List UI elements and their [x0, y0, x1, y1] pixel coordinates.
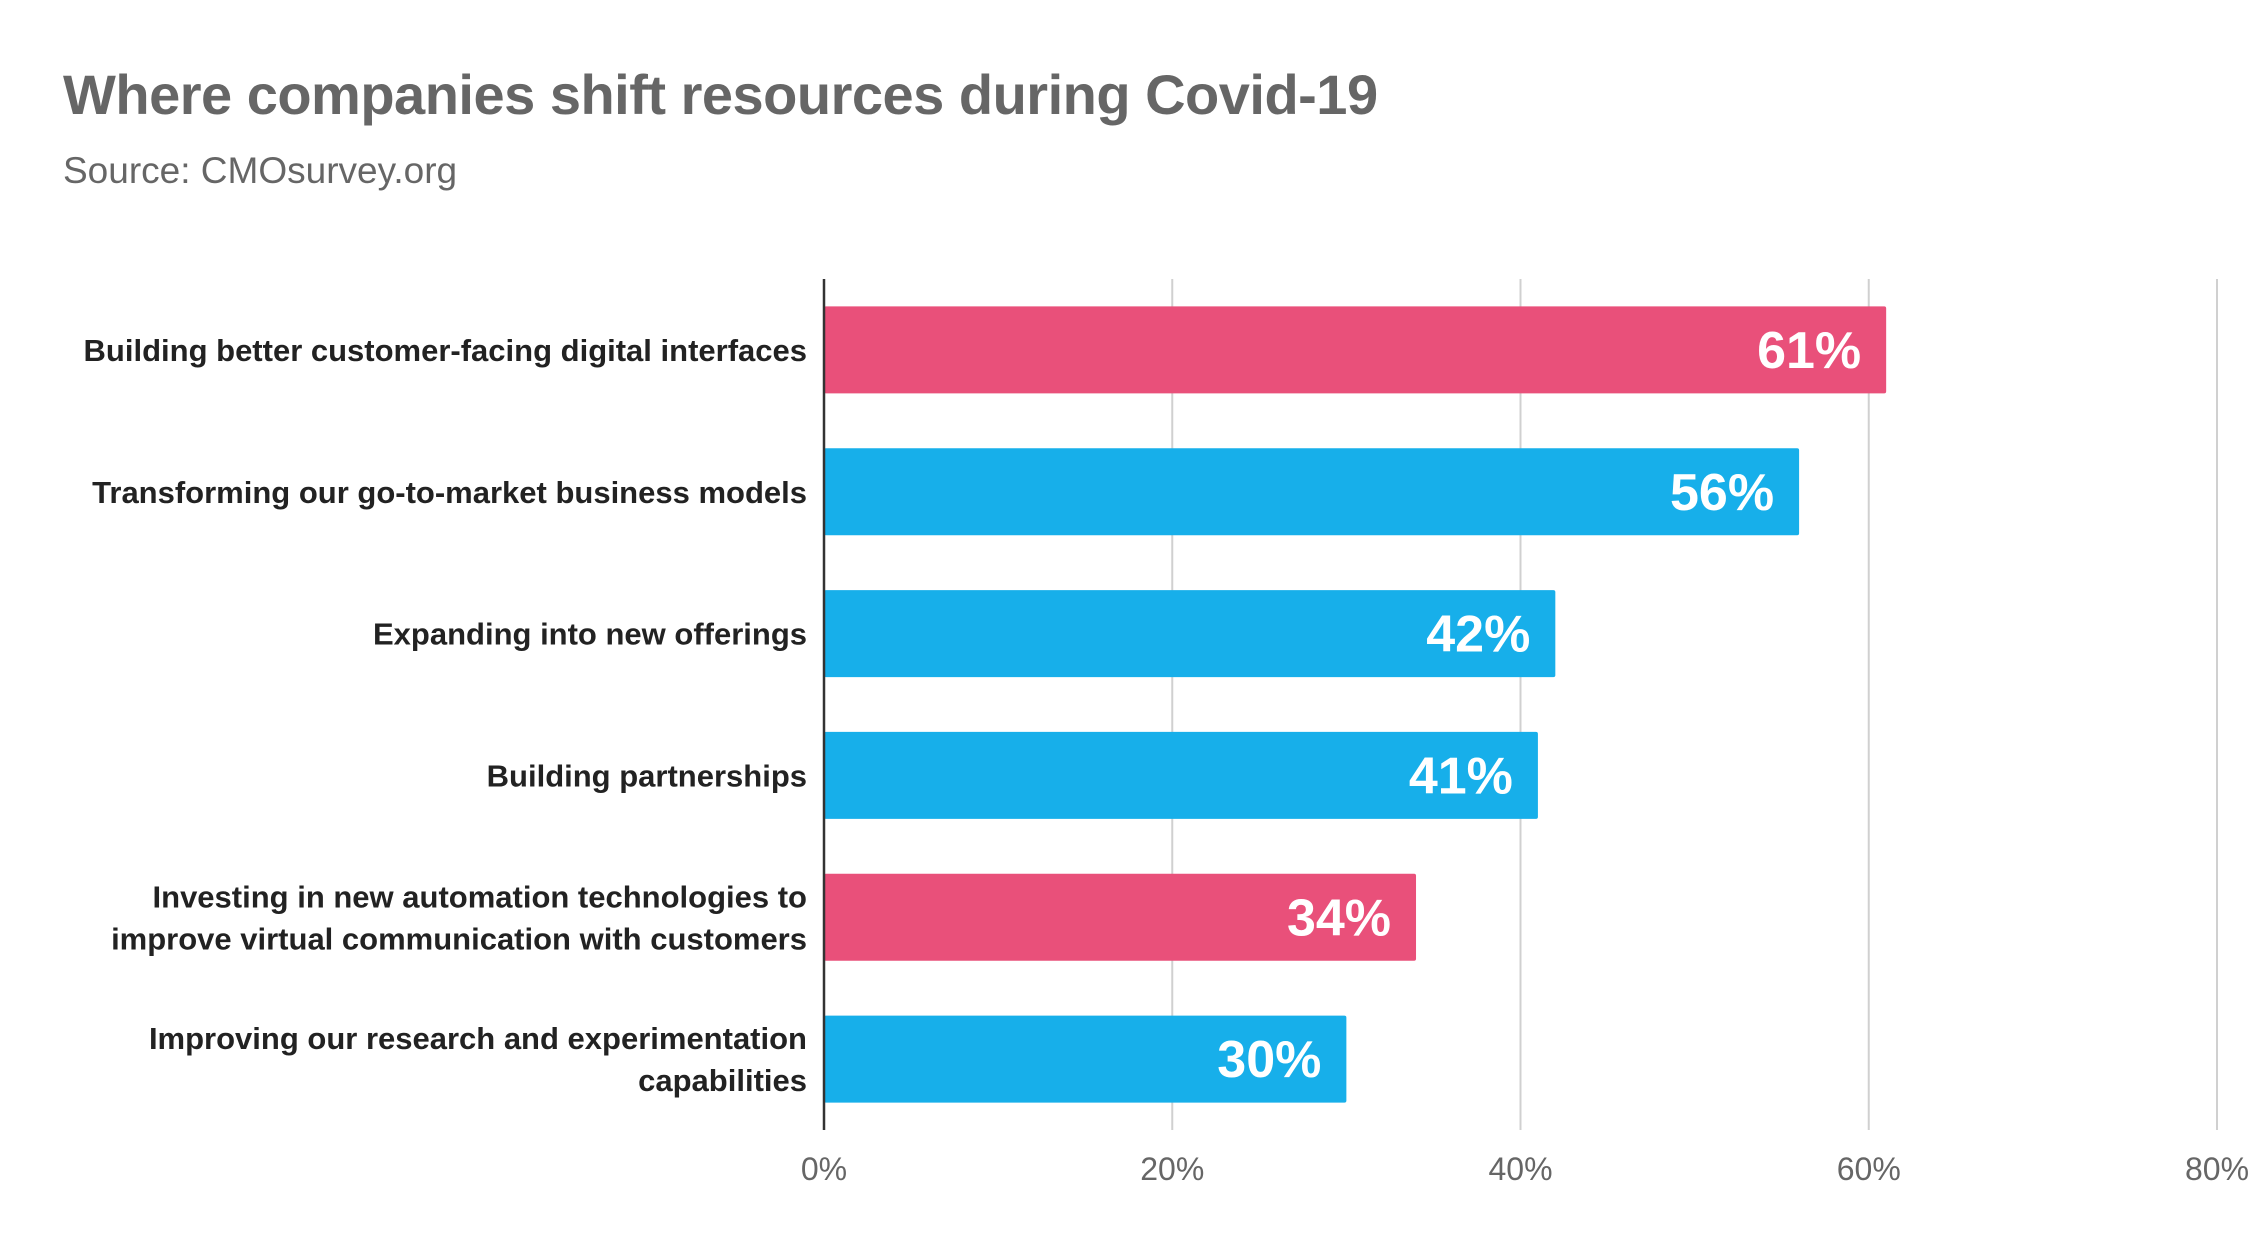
data-label: 41%	[1409, 747, 1513, 805]
category-label: Building better customer-facing digital …	[84, 333, 807, 368]
category-label: Building partnerships	[487, 758, 807, 793]
chart-title: Where companies shift resources during C…	[63, 63, 1378, 126]
data-label: 42%	[1426, 606, 1530, 664]
x-tick-label: 40%	[1488, 1151, 1552, 1187]
bar	[824, 731, 1538, 819]
bar	[824, 306, 1887, 394]
bar	[824, 590, 1556, 678]
category-label: Transforming our go-to-market business m…	[92, 475, 807, 510]
data-label: 30%	[1217, 1031, 1321, 1089]
category-label: improve virtual communication with custo…	[111, 921, 807, 956]
category-label: capabilities	[638, 1063, 807, 1098]
x-tick-label: 80%	[2185, 1151, 2249, 1187]
x-tick-label: 0%	[801, 1151, 847, 1187]
bar	[824, 1015, 1347, 1103]
bar	[824, 873, 1417, 961]
chart-subtitle: Source: CMOsurvey.org	[63, 150, 458, 191]
x-tick-label: 20%	[1140, 1151, 1204, 1187]
data-label: 61%	[1757, 322, 1861, 380]
category-label: Investing in new automation technologies…	[153, 879, 807, 914]
category-label: Expanding into new offerings	[373, 617, 807, 652]
x-tick-label: 60%	[1837, 1151, 1901, 1187]
data-label: 34%	[1287, 889, 1391, 947]
category-label: Improving our research and experimentati…	[149, 1021, 807, 1056]
data-label: 56%	[1670, 464, 1774, 522]
bar	[824, 448, 1800, 536]
